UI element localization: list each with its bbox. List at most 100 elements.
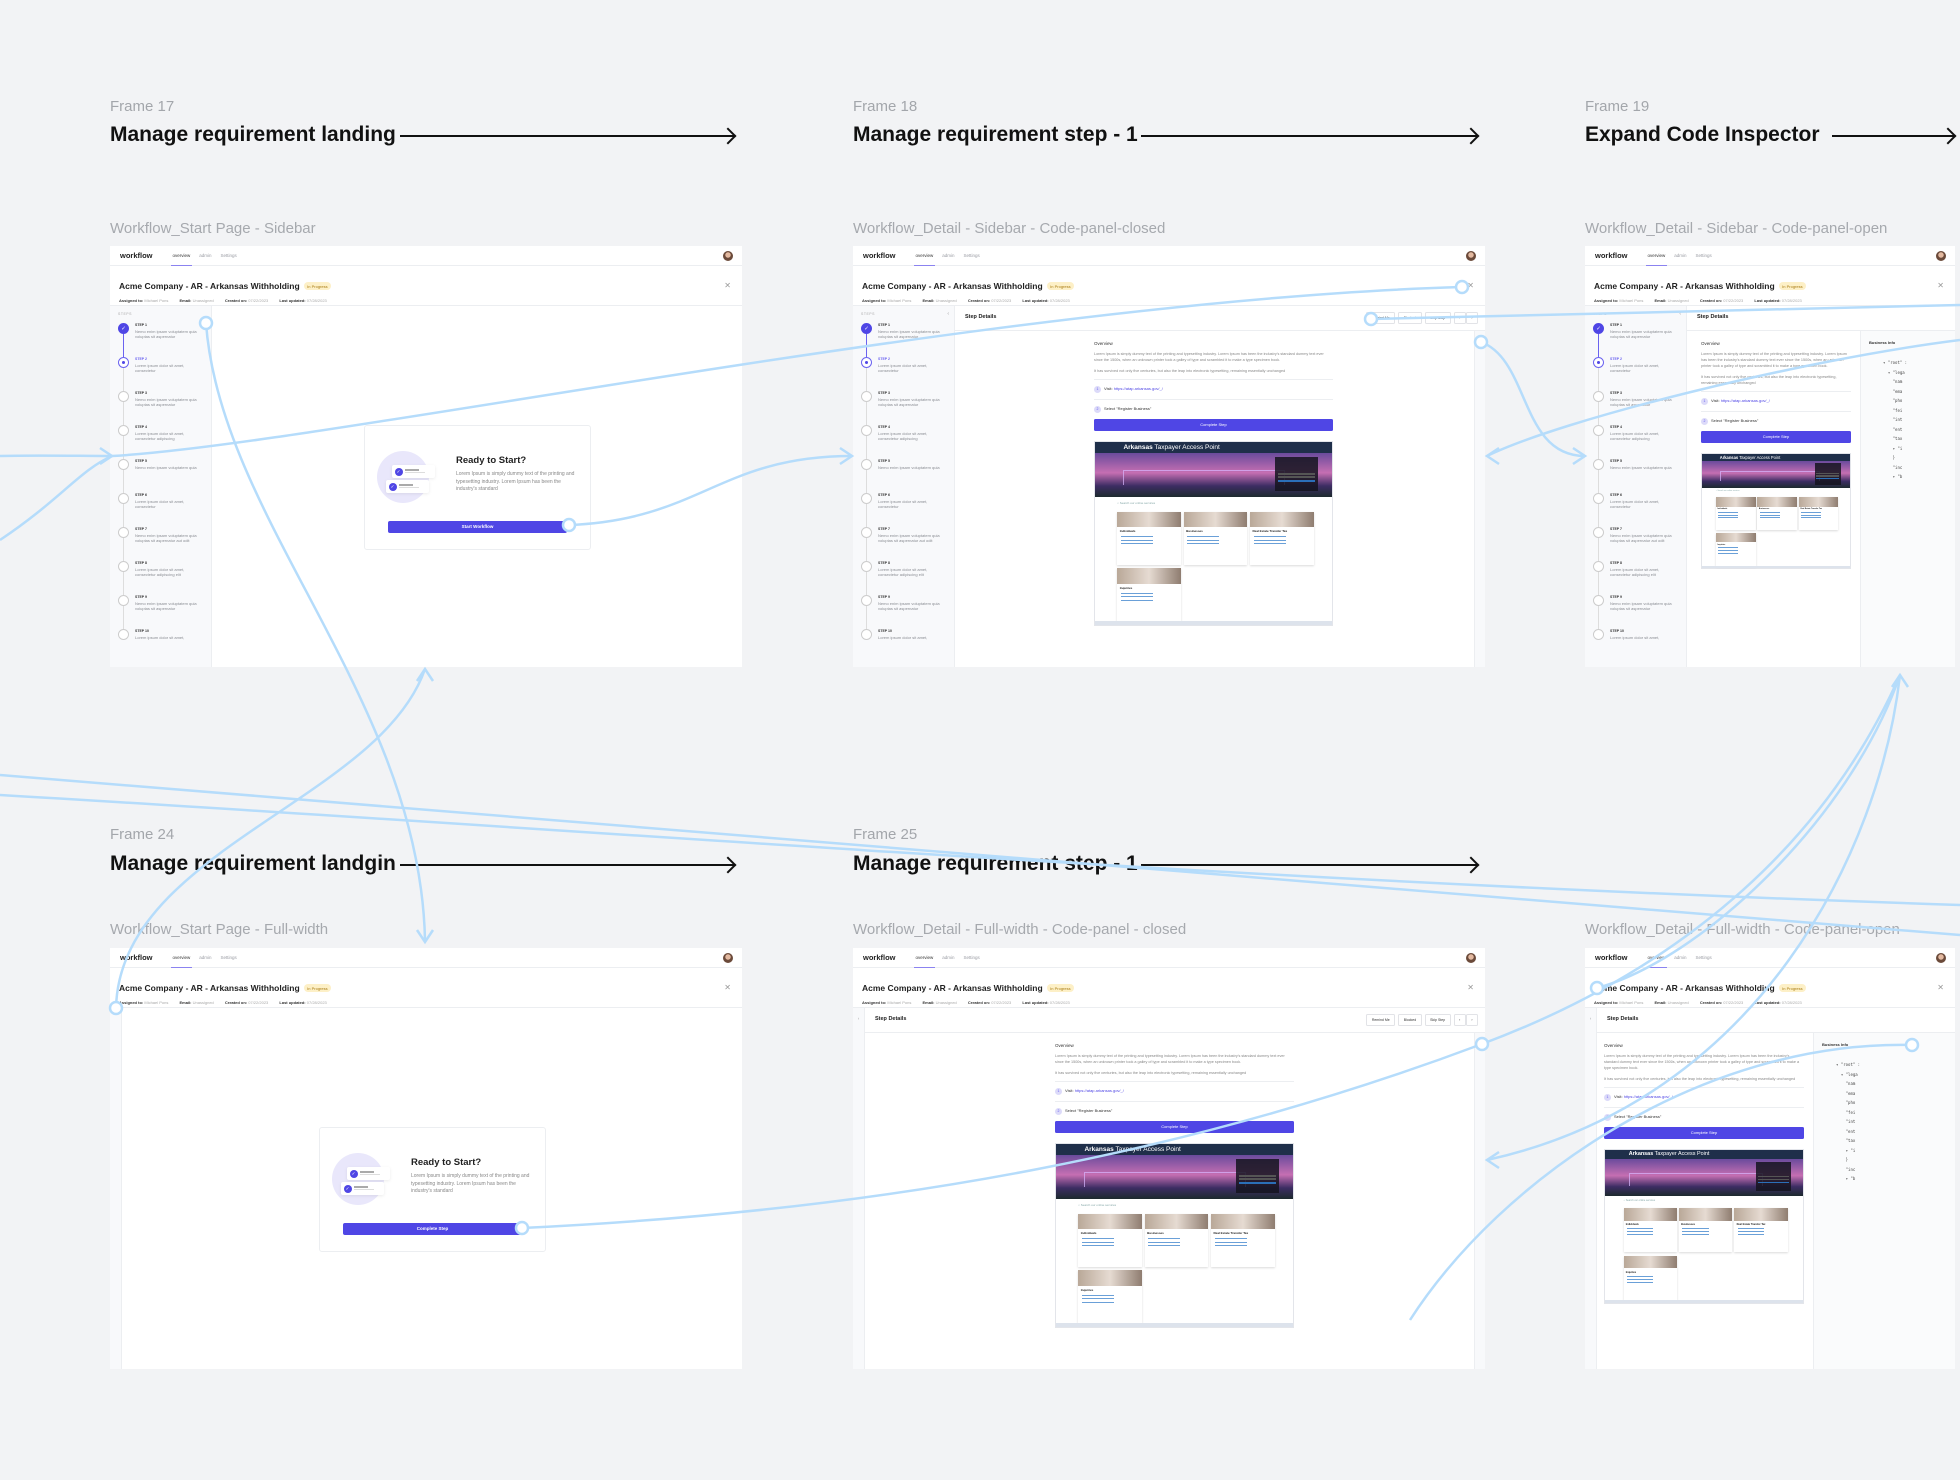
tab-admin[interactable]: admin [1674, 252, 1687, 258]
screen-frame[interactable]: workflow overview admin Settings Acme Comp… [110, 246, 742, 667]
sidebar-step[interactable]: STEP 7 Nemo enim ipsam voluptatem quia v… [1593, 527, 1683, 561]
avatar[interactable] [1936, 953, 1946, 963]
tab-settings[interactable]: Settings [220, 252, 237, 258]
sidebar-step[interactable]: STEP 7 Nemo enim ipsam voluptatem quia v… [118, 527, 208, 561]
sidebar-step[interactable]: STEP 6 Lorem ipsum dolor sit amet, conse… [118, 493, 208, 527]
sidebar-step[interactable]: STEP 5 Nemo enim ipsam voluptatem quia [861, 459, 951, 493]
tab-settings[interactable]: Settings [963, 252, 980, 258]
atap-link[interactable]: https://atap.arkansas.gov/_/ [1074, 1088, 1124, 1093]
tab-admin[interactable]: admin [1674, 954, 1687, 960]
chevron-left-icon[interactable]: ‹ [1679, 311, 1681, 317]
tab-overview[interactable]: overview [170, 246, 193, 266]
avatar[interactable] [1466, 953, 1476, 963]
tab-admin[interactable]: admin [199, 954, 212, 960]
tab-settings[interactable]: Settings [1695, 954, 1712, 960]
instruction-label: Select "Register Business" [1104, 406, 1152, 411]
chevron-right-icon[interactable]: › [857, 1016, 860, 1021]
sidebar-step[interactable]: STEP 9 Nemo enim ipsam voluptatem quia v… [861, 595, 951, 629]
skip-step-button[interactable]: Skip Step [1424, 1013, 1451, 1026]
blocked-button[interactable]: Blocked [1398, 311, 1422, 324]
chevron-right-icon[interactable]: › [1589, 1016, 1592, 1021]
code-panel-toggle[interactable] [1474, 331, 1485, 667]
tab-settings[interactable]: Settings [220, 954, 237, 960]
tab-overview[interactable]: overview [170, 948, 193, 968]
sidebar-step[interactable]: STEP 6 Lorem ipsum dolor sit amet, conse… [861, 493, 951, 527]
atap-link[interactable]: https://atap.arkansas.gov/_/ [1623, 1094, 1673, 1099]
start-button[interactable]: Complete Step [343, 1223, 522, 1235]
screen-frame[interactable]: workflow overview admin Settings Acme Comp… [1585, 246, 1955, 667]
collapsed-sidebar[interactable]: › [853, 1008, 865, 1369]
collapsed-sidebar[interactable]: › [1585, 1008, 1597, 1369]
sidebar-step[interactable]: STEP 10 Lorem ipsum dolor sit amet, [118, 629, 208, 659]
sidebar-step[interactable]: STEP 6 Lorem ipsum dolor sit amet, conse… [1593, 493, 1683, 527]
sidebar-step[interactable]: STEP 5 Nemo enim ipsam voluptatem quia [118, 459, 208, 493]
tab-settings[interactable]: Settings [1695, 252, 1712, 258]
tab-settings[interactable]: Settings [963, 954, 980, 960]
tab-admin[interactable]: admin [199, 252, 212, 258]
complete-step-button[interactable]: Complete Step [1604, 1127, 1804, 1139]
sidebar-step[interactable]: STEP 7 Nemo enim ipsam voluptatem quia v… [861, 527, 951, 561]
collapsed-sidebar[interactable] [110, 1008, 122, 1369]
tab-overview[interactable]: overview [913, 948, 936, 968]
sidebar-step[interactable]: STEP 4 Lorem ipsum dolor sit amet, conse… [118, 425, 208, 459]
sidebar-step[interactable]: STEP 8 Lorem ipsum dolor sit amet, conse… [118, 561, 208, 595]
screen-frame[interactable]: workflow overview admin Settings Acme Comp… [110, 948, 742, 1369]
sidebar-step[interactable]: STEP 3 Nemo enim ipsam voluptatem quia v… [118, 391, 208, 425]
sidebar-step[interactable]: STEP 8 Lorem ipsum dolor sit amet, conse… [861, 561, 951, 595]
remind-me-button[interactable]: Remind Me [1366, 311, 1396, 324]
step-circle-icon [1593, 425, 1604, 436]
chevron-left-icon[interactable]: ‹ [947, 311, 949, 317]
sidebar-step[interactable]: STEP 2 Lorem ipsum dolor sit amet, conse… [1593, 357, 1683, 391]
tab-admin[interactable]: admin [942, 252, 955, 258]
complete-step-button[interactable]: Complete Step [1055, 1121, 1294, 1133]
next-step-button[interactable]: › [1465, 311, 1478, 324]
overview-text: Lorem Ipsum is simply dummy text of the … [1094, 352, 1324, 362]
instruction-item: 2 Select "Register Business" [1055, 1101, 1294, 1121]
sidebar-step[interactable]: STEP 9 Nemo enim ipsam voluptatem quia v… [118, 595, 208, 629]
complete-step-button[interactable]: Complete Step [1094, 419, 1333, 431]
complete-step-button[interactable]: Complete Step [1701, 431, 1851, 443]
sidebar-step[interactable]: STEP 2 Lorem ipsum dolor sit amet, conse… [861, 357, 951, 391]
sidebar-step[interactable]: STEP 4 Lorem ipsum dolor sit amet, conse… [1593, 425, 1683, 459]
screen-frame[interactable]: workflow overview admin Settings Acme Comp… [853, 246, 1485, 667]
avatar[interactable] [723, 953, 733, 963]
sidebar-step[interactable]: STEP 8 Lorem ipsum dolor sit amet, conse… [1593, 561, 1683, 595]
remind-me-button[interactable]: Remind Me [1366, 1013, 1396, 1026]
tab-overview[interactable]: overview [1645, 948, 1668, 968]
atap-link[interactable]: https://atap.arkansas.gov/_/ [1720, 398, 1770, 403]
workflow-meta: Assigned to: Michael Pons Email: Unassig… [1594, 298, 1946, 303]
close-icon[interactable]: ✕ [1937, 983, 1944, 992]
sidebar-step[interactable]: STEP 10 Lorem ipsum dolor sit amet, [861, 629, 951, 659]
skip-step-button[interactable]: Skip Step [1424, 311, 1451, 324]
prev-step-button[interactable]: ‹ [1453, 311, 1466, 324]
close-icon[interactable]: ✕ [724, 983, 731, 992]
avatar[interactable] [723, 251, 733, 261]
sidebar-step[interactable]: STEP 9 Nemo enim ipsam voluptatem quia v… [1593, 595, 1683, 629]
sidebar-step[interactable]: STEP 2 Lorem ipsum dolor sit amet, conse… [118, 357, 208, 391]
tab-admin[interactable]: admin [942, 954, 955, 960]
atap-link[interactable]: https://atap.arkansas.gov/_/ [1113, 386, 1163, 391]
close-icon[interactable]: ✕ [1937, 281, 1944, 290]
avatar[interactable] [1936, 251, 1946, 261]
sidebar-step[interactable]: STEP 3 Nemo enim ipsam voluptatem quia v… [861, 391, 951, 425]
tab-overview[interactable]: overview [1645, 246, 1668, 266]
close-icon[interactable]: ✕ [724, 281, 731, 290]
sidebar-step[interactable]: STEP 3 Nemo enim ipsam voluptatem quia v… [1593, 391, 1683, 425]
sidebar-step[interactable]: STEP 4 Lorem ipsum dolor sit amet, conse… [861, 425, 951, 459]
sidebar-step[interactable]: STEP 5 Nemo enim ipsam voluptatem quia [1593, 459, 1683, 493]
sidebar-step[interactable]: ✓ STEP 1 Nemo enim ipsam voluptatem quia… [861, 323, 951, 357]
next-step-button[interactable]: › [1465, 1013, 1478, 1026]
sidebar-step[interactable]: STEP 10 Lorem ipsum dolor sit amet, [1593, 629, 1683, 659]
prev-step-button[interactable]: ‹ [1453, 1013, 1466, 1026]
avatar[interactable] [1466, 251, 1476, 261]
start-button[interactable]: Start Workflow [388, 521, 567, 533]
code-panel-toggle[interactable] [1474, 1033, 1485, 1369]
screen-frame[interactable]: workflow overview admin Settings Acme Comp… [853, 948, 1485, 1369]
screen-frame[interactable]: workflow overview admin Settings Acme Comp… [1585, 948, 1955, 1369]
close-icon[interactable]: ✕ [1467, 281, 1474, 290]
sidebar-step[interactable]: ✓ STEP 1 Nemo enim ipsam voluptatem quia… [1593, 323, 1683, 357]
sidebar-step[interactable]: ✓ STEP 1 Nemo enim ipsam voluptatem quia… [118, 323, 208, 357]
blocked-button[interactable]: Blocked [1398, 1013, 1422, 1026]
close-icon[interactable]: ✕ [1467, 983, 1474, 992]
tab-overview[interactable]: overview [913, 246, 936, 266]
